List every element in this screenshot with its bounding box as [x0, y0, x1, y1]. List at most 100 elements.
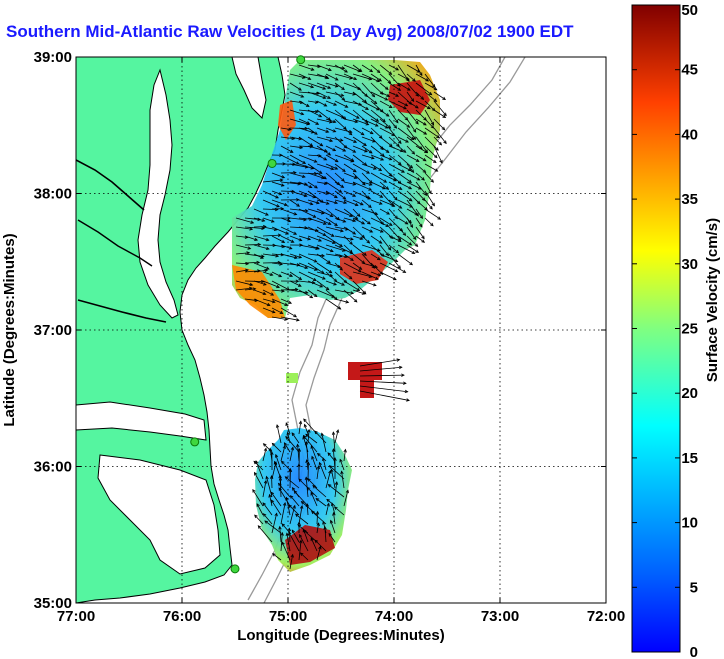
radar-station-marker	[190, 437, 200, 447]
velocity-patch-speck	[286, 373, 298, 383]
velocity-arrow	[379, 217, 393, 226]
velocity-arrow	[379, 100, 393, 108]
velocity-arrow-head	[276, 204, 280, 208]
velocity-arrow-head	[263, 282, 267, 286]
velocity-arrow	[379, 73, 391, 84]
velocity-arrow-head	[335, 429, 340, 433]
velocity-arrow	[312, 485, 327, 498]
velocity-arrow-head	[327, 152, 332, 156]
velocity-arrow	[370, 109, 386, 122]
velocity-arrow	[370, 127, 383, 139]
velocity-arrow	[406, 64, 420, 73]
velocity-arrow-head	[394, 268, 399, 273]
velocity-arrow	[328, 533, 336, 543]
velocity-arrow	[424, 118, 434, 129]
velocity-arrow-head	[375, 118, 380, 122]
velocity-arrow	[307, 91, 326, 99]
velocity-arrow	[359, 390, 410, 401]
velocity-arrow-head	[277, 482, 282, 487]
velocity-arrow	[352, 253, 365, 264]
velocity-arrow	[289, 100, 303, 104]
velocity-arrow-head	[424, 149, 428, 154]
x-axis-ticks: 77:00 76:00 75:00 74:00 73:00 72:00	[57, 57, 625, 625]
velocity-arrow	[343, 208, 358, 220]
velocity-arrow-head	[333, 506, 338, 510]
velocity-arrow-head	[257, 242, 262, 247]
velocity-arrow-head	[299, 243, 304, 247]
velocity-arrow	[415, 235, 425, 243]
velocity-arrow-head	[305, 433, 309, 438]
velocity-arrow	[325, 280, 337, 286]
y-tick-label: 37:00	[34, 322, 72, 339]
velocity-arrow	[325, 208, 340, 221]
velocity-arrow	[370, 118, 389, 129]
velocity-arrow	[262, 307, 276, 313]
velocity-arrow-head	[298, 478, 302, 483]
velocity-arrow-head	[296, 443, 300, 448]
velocity-arrow	[424, 145, 438, 158]
velocity-arrow	[314, 539, 327, 552]
velocity-arrow	[361, 190, 369, 199]
velocity-arrow-head	[384, 125, 389, 129]
velocity-arrow	[316, 262, 332, 274]
colorbar-tick-label: 35	[681, 191, 698, 208]
velocity-arrow-head	[314, 100, 319, 104]
velocity-arrow-head	[443, 140, 447, 145]
velocity-arrow	[307, 289, 318, 297]
velocity-arrow-head	[283, 442, 288, 446]
velocity-arrow	[325, 109, 345, 119]
velocity-arrow	[330, 520, 336, 534]
velocity-arrow	[334, 190, 346, 200]
velocity-arrow-head	[285, 435, 289, 440]
radar-station-marker	[296, 55, 306, 65]
velocity-arrow-head	[344, 104, 349, 108]
velocity-arrow	[397, 163, 412, 171]
velocity-arrow	[388, 136, 400, 147]
velocity-arrow-head	[270, 499, 275, 504]
velocity-arrow-head	[245, 268, 249, 273]
velocity-arrow-head	[289, 495, 294, 499]
velocity-arrow	[379, 172, 397, 182]
velocity-arrow	[379, 91, 390, 97]
velocity-arrow-head	[278, 474, 282, 479]
velocity-arrow-head	[369, 131, 374, 135]
velocity-arrow	[271, 172, 285, 179]
velocity-arrow-head	[328, 532, 332, 537]
velocity-arrow-head	[271, 310, 276, 314]
velocity-arrow	[361, 127, 374, 135]
velocity-arrow	[388, 100, 407, 110]
velocity-arrow-head	[403, 381, 407, 385]
velocity-arrow-head	[318, 238, 323, 242]
velocity-arrow	[298, 127, 314, 134]
x-axis-label: Longitude (Degrees:Minutes)	[237, 627, 445, 644]
velocity-arrow-head	[353, 298, 358, 303]
velocity-arrow	[298, 217, 313, 220]
velocity-arrow-head	[344, 69, 348, 73]
velocity-arrow	[299, 534, 309, 552]
velocity-arrow-head	[387, 80, 392, 84]
velocity-arrow	[307, 217, 327, 225]
velocity-arrow-head	[389, 235, 394, 239]
velocity-arrow	[388, 181, 402, 190]
velocity-arrow	[289, 154, 306, 164]
velocity-arrow-head	[409, 164, 414, 169]
velocity-arrow	[343, 127, 353, 136]
velocity-arrow-head	[311, 510, 315, 515]
velocity-arrow	[244, 235, 258, 241]
velocity-arrow-head	[412, 236, 417, 241]
velocity-arrow-head	[328, 67, 332, 72]
velocity-arrow-head	[330, 468, 334, 473]
velocity-arrow-head	[398, 140, 402, 145]
velocity-arrow	[370, 136, 384, 150]
velocity-arrow-head	[262, 291, 267, 296]
velocity-arrow	[307, 64, 321, 68]
velocity-arrow-head	[404, 103, 409, 107]
velocity-arrow-head	[277, 233, 282, 237]
velocity-arrow-head	[254, 471, 258, 476]
velocity-arrow-head	[246, 251, 251, 255]
velocity-arrow	[397, 136, 409, 143]
velocity-arrow	[280, 316, 300, 321]
velocity-arrow-head	[394, 215, 399, 220]
velocity-arrow-head	[353, 168, 357, 173]
velocity-arrow	[262, 280, 280, 288]
